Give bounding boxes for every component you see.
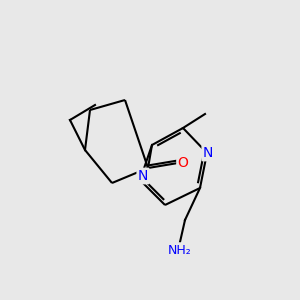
Text: NH₂: NH₂ <box>168 244 192 256</box>
Text: N: N <box>203 146 213 160</box>
Text: N: N <box>138 169 148 183</box>
Text: O: O <box>178 156 188 170</box>
